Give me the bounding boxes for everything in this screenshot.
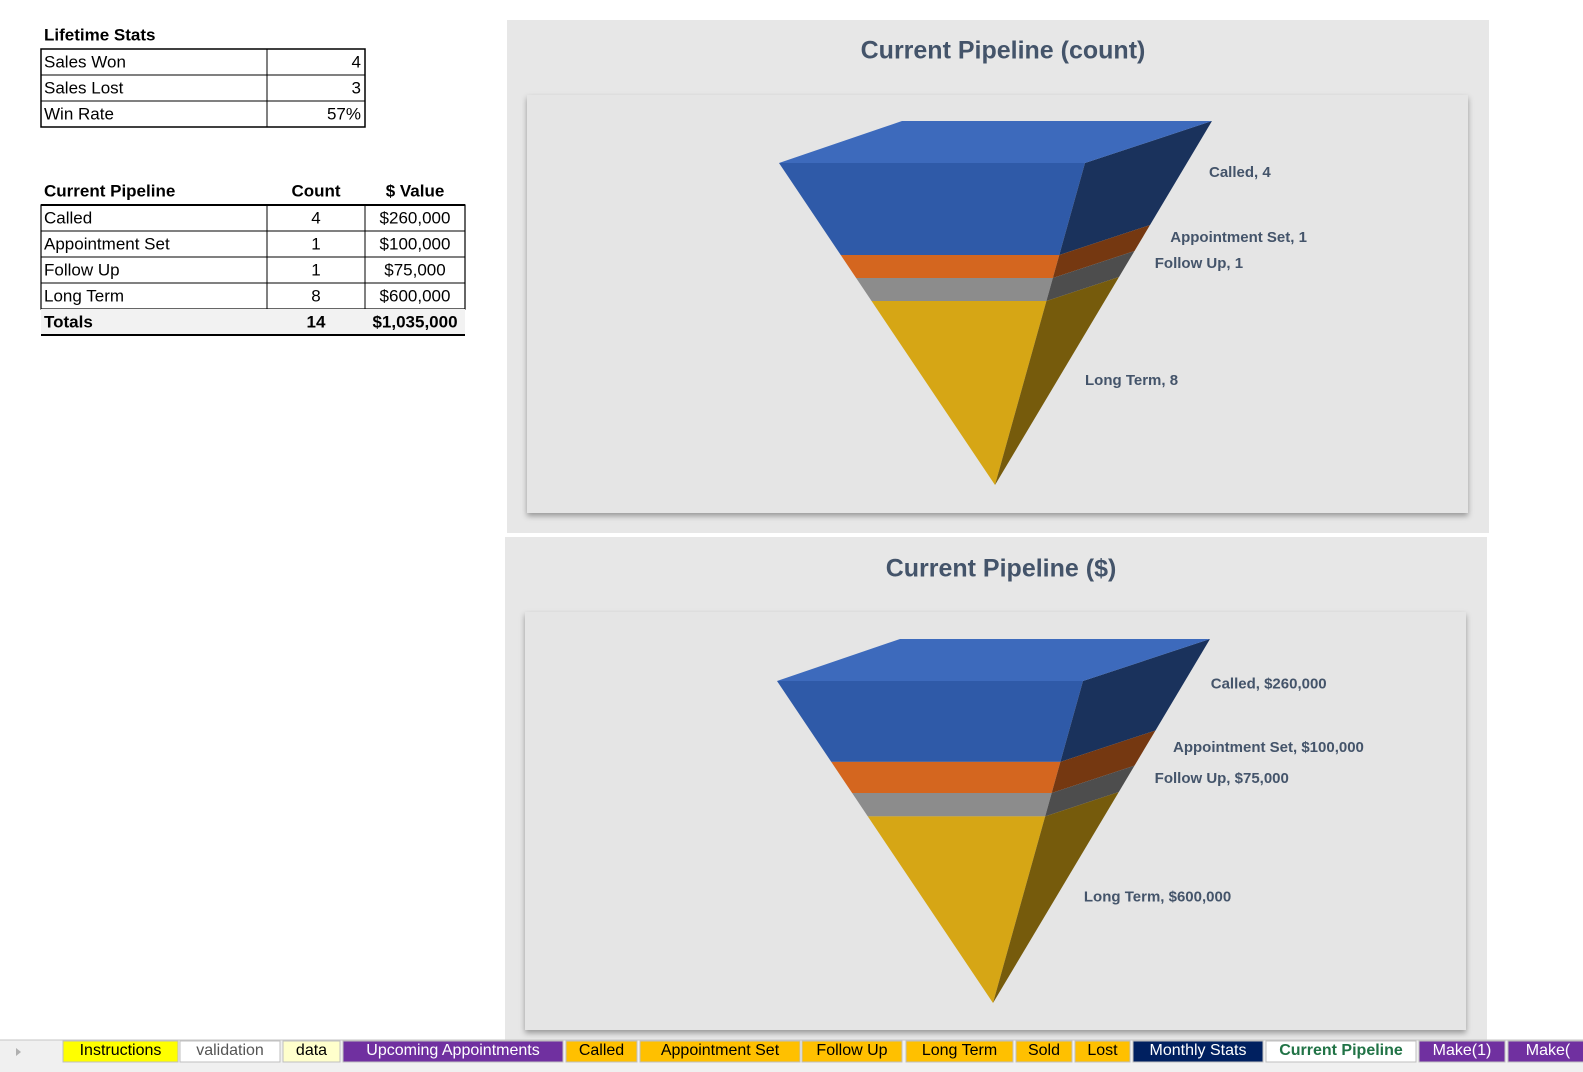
data-label: Long Term, $600,000 (1084, 888, 1231, 905)
funnel-segment (840, 255, 1060, 278)
table-cell: 4 (311, 208, 320, 227)
data-label: Follow Up, 1 (1155, 255, 1243, 272)
sheet-tab[interactable] (282, 1040, 341, 1063)
sheet-tab[interactable] (62, 1040, 179, 1063)
sheet-tab[interactable] (1132, 1040, 1264, 1063)
table-header: Current Pipeline (44, 181, 175, 200)
sheet-tab-label[interactable]: Called (579, 1042, 624, 1059)
funnel-segment-side (1060, 639, 1210, 762)
funnel-segment-side (993, 791, 1119, 1003)
funnel-segment (777, 681, 1083, 762)
table-cell: Appointment Set (44, 234, 170, 253)
funnel-segment (856, 278, 1053, 301)
row-value: 4 (352, 52, 361, 71)
row-label: Sales Won (44, 52, 126, 71)
table-cell: $100,000 (380, 234, 451, 253)
totals-cell: Totals (44, 312, 93, 331)
row-value: 57% (327, 104, 361, 123)
sheet-tab[interactable] (801, 1040, 903, 1063)
table-cell: 1 (311, 234, 320, 253)
sheet-tab-label[interactable]: Make(1) (1433, 1042, 1492, 1059)
sheet-tab[interactable] (565, 1040, 638, 1063)
funnel-segment (852, 793, 1052, 817)
table-cell: $260,000 (380, 208, 451, 227)
sheet-tab-label[interactable]: Long Term (922, 1042, 997, 1059)
totals-cell: $1,035,000 (372, 312, 457, 331)
data-label: Called, 4 (1209, 164, 1271, 181)
data-label: Called, $260,000 (1211, 676, 1327, 693)
sheet-tab[interactable] (905, 1040, 1014, 1063)
funnel-segment-side (1051, 730, 1156, 793)
sheet-tab-label[interactable]: Lost (1087, 1042, 1118, 1059)
data-label: Appointment Set, $100,000 (1173, 739, 1364, 756)
table-cell: Long Term (44, 286, 124, 305)
sheet-tab[interactable] (1015, 1040, 1073, 1063)
totals-row (41, 309, 465, 335)
sheet-tab[interactable] (342, 1040, 564, 1063)
table-cell: Follow Up (44, 260, 120, 279)
sheet-tab[interactable] (639, 1040, 801, 1063)
funnel-segment-side (1045, 765, 1135, 817)
data-label: Appointment Set, 1 (1170, 229, 1307, 246)
sheet-tab[interactable] (1418, 1040, 1506, 1063)
sheet-tab-label[interactable]: Upcoming Appointments (366, 1042, 539, 1059)
sheet-tab[interactable] (1507, 1040, 1583, 1063)
sheet-tab-label[interactable]: Instructions (80, 1042, 162, 1059)
sheet-tab[interactable] (1074, 1040, 1131, 1063)
funnel-top (777, 639, 1210, 681)
totals-cell: 14 (307, 312, 326, 331)
data-label: Long Term, 8 (1085, 372, 1178, 389)
sheet-tab-label[interactable]: data (296, 1042, 327, 1059)
funnel-segment (867, 816, 1046, 1003)
table-cell: $600,000 (380, 286, 451, 305)
table-cell: Called (44, 208, 92, 227)
table-header: Count (291, 181, 340, 200)
sheet-tab-label[interactable]: Current Pipeline (1279, 1042, 1403, 1059)
sheet-tab[interactable] (1265, 1040, 1417, 1063)
sheet-tab-label[interactable]: Make( (1526, 1042, 1571, 1059)
sheet-tab[interactable] (179, 1040, 281, 1063)
funnel-segment-side (1059, 121, 1212, 255)
table-border (40, 48, 366, 128)
funnel (777, 639, 1210, 1003)
sheet-tab-label[interactable]: validation (196, 1042, 264, 1059)
row-value: 3 (352, 78, 361, 97)
row-label: Win Rate (44, 104, 114, 123)
funnel-segment-side (1052, 225, 1150, 278)
funnel-segment (871, 301, 1047, 485)
table-header: $ Value (386, 181, 445, 200)
sheet-tab-label[interactable]: Appointment Set (661, 1042, 780, 1059)
funnel-segment (831, 761, 1061, 793)
funnel (779, 121, 1212, 485)
funnel-top (779, 121, 1212, 163)
funnel-segment-side (1046, 251, 1135, 301)
funnel-segment (779, 163, 1085, 255)
funnel-segment-side (995, 277, 1119, 485)
sheet-tab-label[interactable]: Monthly Stats (1150, 1042, 1247, 1059)
table-cell: $75,000 (384, 260, 445, 279)
sheet-tab-label[interactable]: Sold (1028, 1042, 1060, 1059)
sheet-tab-label[interactable]: Follow Up (816, 1042, 887, 1059)
data-label: Follow Up, $75,000 (1155, 770, 1289, 787)
table-cell: 1 (311, 260, 320, 279)
chart-title: Current Pipeline ($) (886, 555, 1117, 583)
scroll-arrow (16, 1048, 21, 1056)
table-cell: 8 (311, 286, 320, 305)
table-title: Lifetime Stats (44, 25, 155, 44)
row-label: Sales Lost (44, 78, 124, 97)
chart-title: Current Pipeline (count) (861, 37, 1146, 65)
